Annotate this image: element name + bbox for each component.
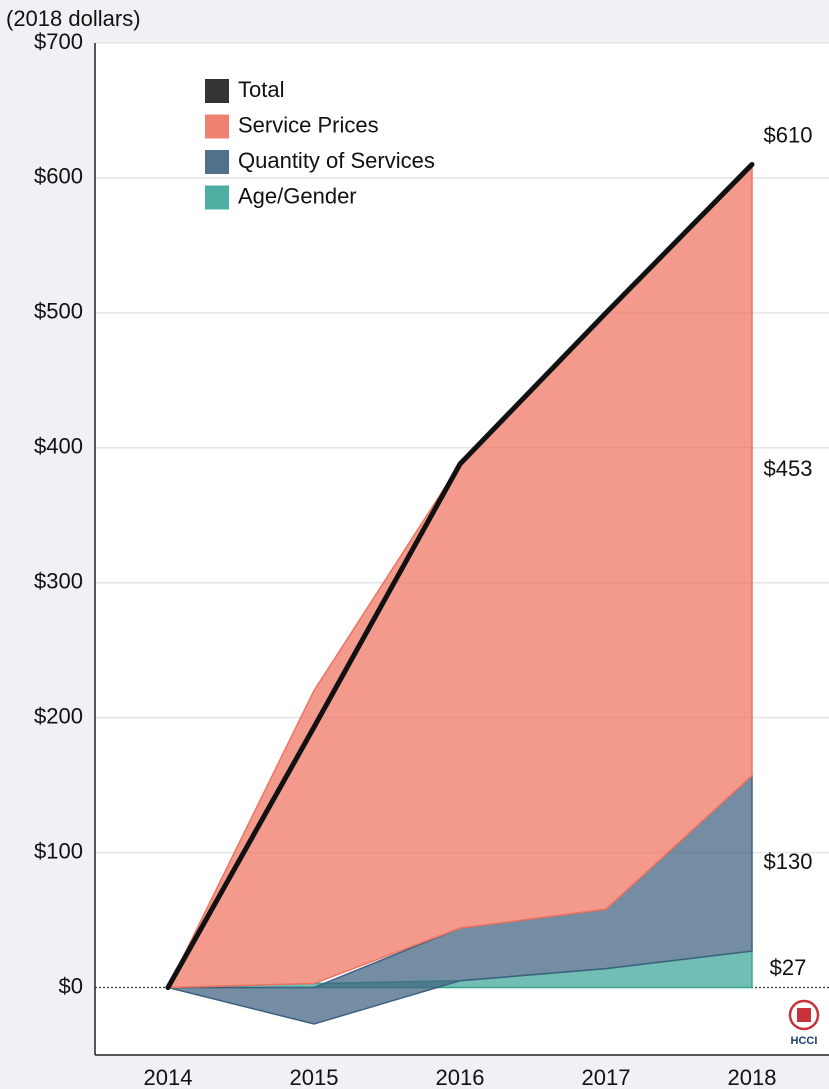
- area: [166, 162, 753, 989]
- value-label: $130: [764, 849, 813, 874]
- legend-swatch: [205, 185, 229, 210]
- legend-swatch: [205, 114, 229, 139]
- logo: HCCI: [788, 999, 820, 1047]
- legend-swatch: [205, 79, 229, 103]
- y-tick-label: $500: [34, 299, 83, 324]
- y-axis-label: (2018 dollars): [6, 6, 141, 31]
- value-label: $453: [764, 456, 813, 481]
- area: [167, 773, 753, 1025]
- y-tick-label: $100: [34, 838, 83, 863]
- y-tick-label: $600: [34, 164, 83, 189]
- y-tick-label: $200: [34, 703, 83, 728]
- y-tick-label: $300: [34, 569, 83, 594]
- y-tick-label: $400: [34, 434, 83, 459]
- legend-label: Total: [238, 77, 284, 102]
- x-tick-label: 2017: [582, 1065, 631, 1089]
- legend-label: Quantity of Services: [238, 148, 435, 173]
- legend-swatch: [205, 150, 229, 174]
- y-tick-label: $0: [59, 973, 83, 998]
- x-tick-label: 2014: [144, 1065, 193, 1089]
- line: [165, 161, 755, 991]
- legend-label: Age/Gender: [238, 183, 357, 208]
- legend-label: Service Prices: [238, 112, 379, 137]
- x-tick-label: 2018: [728, 1065, 777, 1089]
- y-tick-label: $700: [34, 29, 83, 54]
- x-tick-label: 2015: [290, 1065, 339, 1089]
- logo-text: HCCI: [791, 1035, 818, 1047]
- logo-icon: [797, 1008, 811, 1022]
- value-label: $610: [764, 122, 813, 147]
- x-tick-label: 2016: [436, 1065, 485, 1089]
- value-label: $27: [770, 955, 807, 980]
